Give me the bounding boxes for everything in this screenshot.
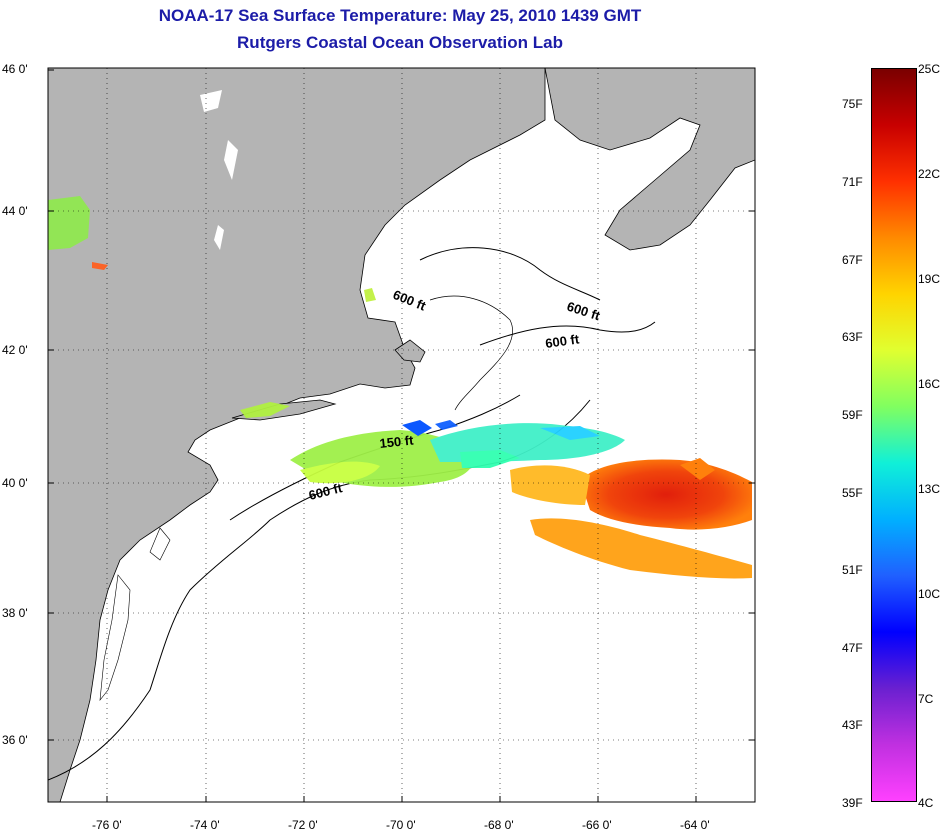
colorbar-f-label: 67F (842, 253, 863, 267)
contour-gulf (429, 295, 513, 411)
colorbar (871, 68, 917, 802)
colorbar-f-label: 71F (842, 175, 863, 189)
water-lake (214, 225, 224, 250)
contour-600ft (419, 247, 601, 301)
colorbar-f-label: 63F (842, 330, 863, 344)
lon-label: -72 0' (288, 818, 318, 832)
lat-label: 36 0' (2, 733, 28, 747)
water-bay (149, 527, 171, 561)
water-bay (99, 574, 131, 701)
water-lake (224, 140, 238, 180)
sst-swath-shelf (290, 420, 625, 487)
lat-label: 38 0' (2, 606, 28, 620)
colorbar-c-label: 13C (918, 482, 941, 496)
colorbar-f-label: 43F (842, 718, 863, 732)
lat-label: 44 0' (2, 204, 28, 218)
lon-label: -76 0' (92, 818, 122, 832)
colorbar-f-label: 39F (842, 796, 863, 810)
sst-swath-gulf-stream (510, 458, 752, 579)
land-nova-scotia (544, 68, 755, 251)
colorbar-c-label: 19C (918, 272, 941, 286)
tick-marks (48, 69, 755, 802)
colorbar-c-label: 22C (918, 167, 941, 181)
contour-600ft (479, 321, 656, 346)
lat-label: 46 0' (2, 62, 28, 76)
colorbar-f-label: 47F (842, 641, 863, 655)
sst-swath-lake-ontario (48, 196, 376, 418)
water-lake (200, 90, 222, 112)
land-cape-cod (394, 339, 426, 363)
lon-label: -64 0' (680, 818, 710, 832)
lon-label: -74 0' (190, 818, 220, 832)
colorbar-c-label: 4C (918, 796, 934, 810)
lat-label: 40 0' (2, 476, 28, 490)
colorbar-c-label: 7C (918, 692, 934, 706)
lon-label: -68 0' (484, 818, 514, 832)
map-title: NOAA-17 Sea Surface Temperature: May 25,… (158, 6, 642, 25)
lon-label: -70 0' (386, 818, 416, 832)
colorbar-f-label: 59F (842, 408, 863, 422)
colorbar-f-label: 51F (842, 563, 863, 577)
colorbar-c-label: 10C (918, 587, 941, 601)
colorbar-c-label: 25C (918, 62, 941, 76)
colorbar-f-label: 75F (842, 97, 863, 111)
lat-label: 42 0' (2, 343, 28, 357)
map-subtitle: Rutgers Coastal Ocean Observation Lab (237, 33, 563, 52)
colorbar-f-label: 55F (842, 486, 863, 500)
colorbar-c-label: 16C (918, 377, 941, 391)
contour-label: 600 ft (544, 331, 580, 351)
contour-label: 150 ft (379, 432, 415, 451)
lon-label: -66 0' (582, 818, 612, 832)
